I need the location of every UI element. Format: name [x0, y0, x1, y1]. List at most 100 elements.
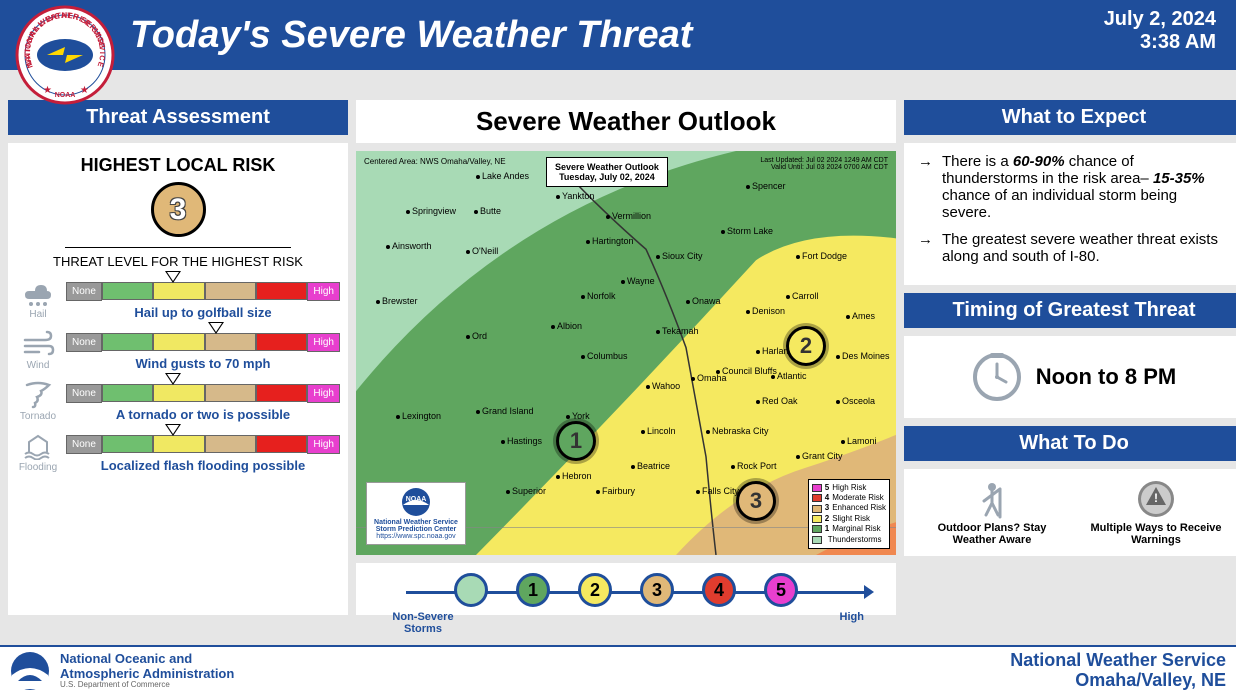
map-risk-legend: 5 High Risk4 Moderate Risk3 Enhanced Ris…: [808, 479, 890, 549]
footer-noaa-text: National Oceanic and Atmospheric Adminis…: [60, 652, 234, 689]
map-city: Rock Port: [731, 461, 777, 471]
map-city: Tekamah: [656, 326, 699, 336]
map-city: Onawa: [686, 296, 721, 306]
threat-scale: None High: [66, 432, 340, 456]
map-city: Superior: [506, 486, 546, 496]
scale-dot: 1: [516, 573, 550, 607]
todo-item-warnings: ! Multiple Ways to Receive Warnings: [1082, 479, 1230, 546]
map-city: Albion: [551, 321, 582, 331]
threat-desc: A tornado or two is possible: [66, 407, 340, 422]
map-city: Ainsworth: [386, 241, 432, 251]
clock-icon: [972, 352, 1022, 402]
threat-marker: [165, 424, 181, 436]
map-city: York: [566, 411, 590, 421]
scale-dot: [454, 573, 488, 607]
map-city: O'Neill: [466, 246, 498, 256]
svg-text:NOAA: NOAA: [406, 496, 427, 503]
map-updated: Last Updated: Jul 02 2024 1249 AM CDT Va…: [758, 155, 890, 173]
map-city: Lake Andes: [476, 171, 529, 181]
map-city: Fort Dodge: [796, 251, 847, 261]
timing-body: Noon to 8 PM: [904, 336, 1236, 418]
map-city: Norfolk: [581, 291, 616, 301]
map-city: Wayne: [621, 276, 655, 286]
map-city: Lexington: [396, 411, 441, 421]
risk-scale-legend: Non-Severe Storms High 12345: [356, 563, 896, 615]
map-city: Yankton: [556, 191, 594, 201]
threat-marker: [165, 271, 181, 283]
map-city: Denison: [746, 306, 785, 316]
map-city: Beatrice: [631, 461, 670, 471]
noaa-logo-icon: [10, 651, 50, 691]
footer-right: National Weather Service Omaha/Valley, N…: [1010, 651, 1226, 691]
outlook-title: Severe Weather Outlook: [356, 100, 896, 143]
map-city: Hastings: [501, 436, 542, 446]
map-risk-marker: 2: [786, 326, 826, 366]
threat-scale: None High: [66, 381, 340, 405]
map-city: Hartington: [586, 236, 634, 246]
map-city: Wahoo: [646, 381, 680, 391]
svg-text:!: !: [1154, 491, 1158, 505]
map-city: Harlan: [756, 346, 789, 356]
map-city: Brewster: [376, 296, 418, 306]
map-title-box: Severe Weather Outlook Tuesday, July 02,…: [546, 157, 668, 187]
timing-title: Timing of Greatest Threat: [904, 293, 1236, 328]
map-city: Des Moines: [836, 351, 890, 361]
outlook-column: Severe Weather Outlook Centered Area: NW…: [356, 100, 896, 615]
page-title: Today's Severe Weather Threat: [130, 14, 692, 57]
map-city: Nebraska City: [706, 426, 769, 436]
outlook-map: Centered Area: NWS Omaha/Valley, NE Seve…: [356, 151, 896, 555]
map-city: Ames: [846, 311, 875, 321]
noaa-spc-badge: NOAA National Weather Service Storm Pred…: [366, 482, 466, 545]
map-city: Butte: [474, 206, 501, 216]
map-city: Lincoln: [641, 426, 676, 436]
hiker-icon: [972, 479, 1012, 519]
map-city: Grant City: [796, 451, 843, 461]
footer-left: National Oceanic and Atmospheric Adminis…: [10, 651, 234, 691]
map-city: Storm Lake: [721, 226, 773, 236]
wind-icon: Wind: [16, 330, 60, 371]
threat-marker: [165, 373, 181, 385]
scale-dot: 2: [578, 573, 612, 607]
right-column: What to Expect There is a 60-90% chance …: [904, 100, 1236, 615]
todo-item-outdoor: Outdoor Plans? Stay Weather Aware: [918, 479, 1066, 546]
header-date: July 2, 2024: [1104, 8, 1216, 31]
header-time: 3:38 AM: [1104, 31, 1216, 54]
svg-text:★: ★: [80, 85, 89, 96]
scale-dot: 3: [640, 573, 674, 607]
threat-desc: Wind gusts to 70 mph: [66, 356, 340, 371]
expect-body: There is a 60-90% chance of thunderstorm…: [904, 143, 1236, 285]
map-city: Vermillion: [606, 211, 651, 221]
expect-item: The greatest severe weather threat exist…: [918, 231, 1230, 265]
hail-icon: Hail: [16, 279, 60, 320]
divider: [65, 247, 292, 248]
map-city: Council Bluffs: [716, 366, 777, 376]
threat-body: HIGHEST LOCAL RISK 3 THREAT LEVEL FOR TH…: [8, 143, 348, 615]
header-datetime: July 2, 2024 3:38 AM: [1104, 8, 1216, 54]
threat-column: Threat Assessment HIGHEST LOCAL RISK 3 T…: [8, 100, 348, 615]
map-city: Osceola: [836, 396, 875, 406]
threat-desc: Hail up to golfball size: [66, 305, 340, 320]
svg-text:NOAA: NOAA: [55, 92, 76, 99]
threat-row-flooding: Flooding None High Localized flash flood…: [16, 432, 340, 473]
flooding-icon: Flooding: [16, 432, 60, 473]
map-city: Fairbury: [596, 486, 635, 496]
map-city: Red Oak: [756, 396, 798, 406]
todo-title: What To Do: [904, 426, 1236, 461]
scale-dot: 5: [764, 573, 798, 607]
threat-title: Threat Assessment: [8, 100, 348, 135]
scale-low-label: Non-Severe Storms: [388, 611, 458, 635]
nws-logo: NATIONAL WEATHER SERVICE NATIONAL WEATHE…: [15, 5, 115, 105]
timing-text: Noon to 8 PM: [1036, 364, 1177, 390]
expect-title: What to Expect: [904, 100, 1236, 135]
highest-risk-label: HIGHEST LOCAL RISK: [16, 155, 340, 176]
map-city: Grand Island: [476, 406, 534, 416]
map-risk-marker: 1: [556, 421, 596, 461]
map-city: Spencer: [746, 181, 786, 191]
map-city: Sioux City: [656, 251, 703, 261]
highest-risk-value: 3: [151, 182, 206, 237]
todo-body: Outdoor Plans? Stay Weather Aware ! Mult…: [904, 469, 1236, 556]
map-city: Atlantic: [771, 371, 807, 381]
svg-text:★: ★: [43, 85, 52, 96]
footer: National Oceanic and Atmospheric Adminis…: [0, 645, 1236, 695]
scale-dot: 4: [702, 573, 736, 607]
